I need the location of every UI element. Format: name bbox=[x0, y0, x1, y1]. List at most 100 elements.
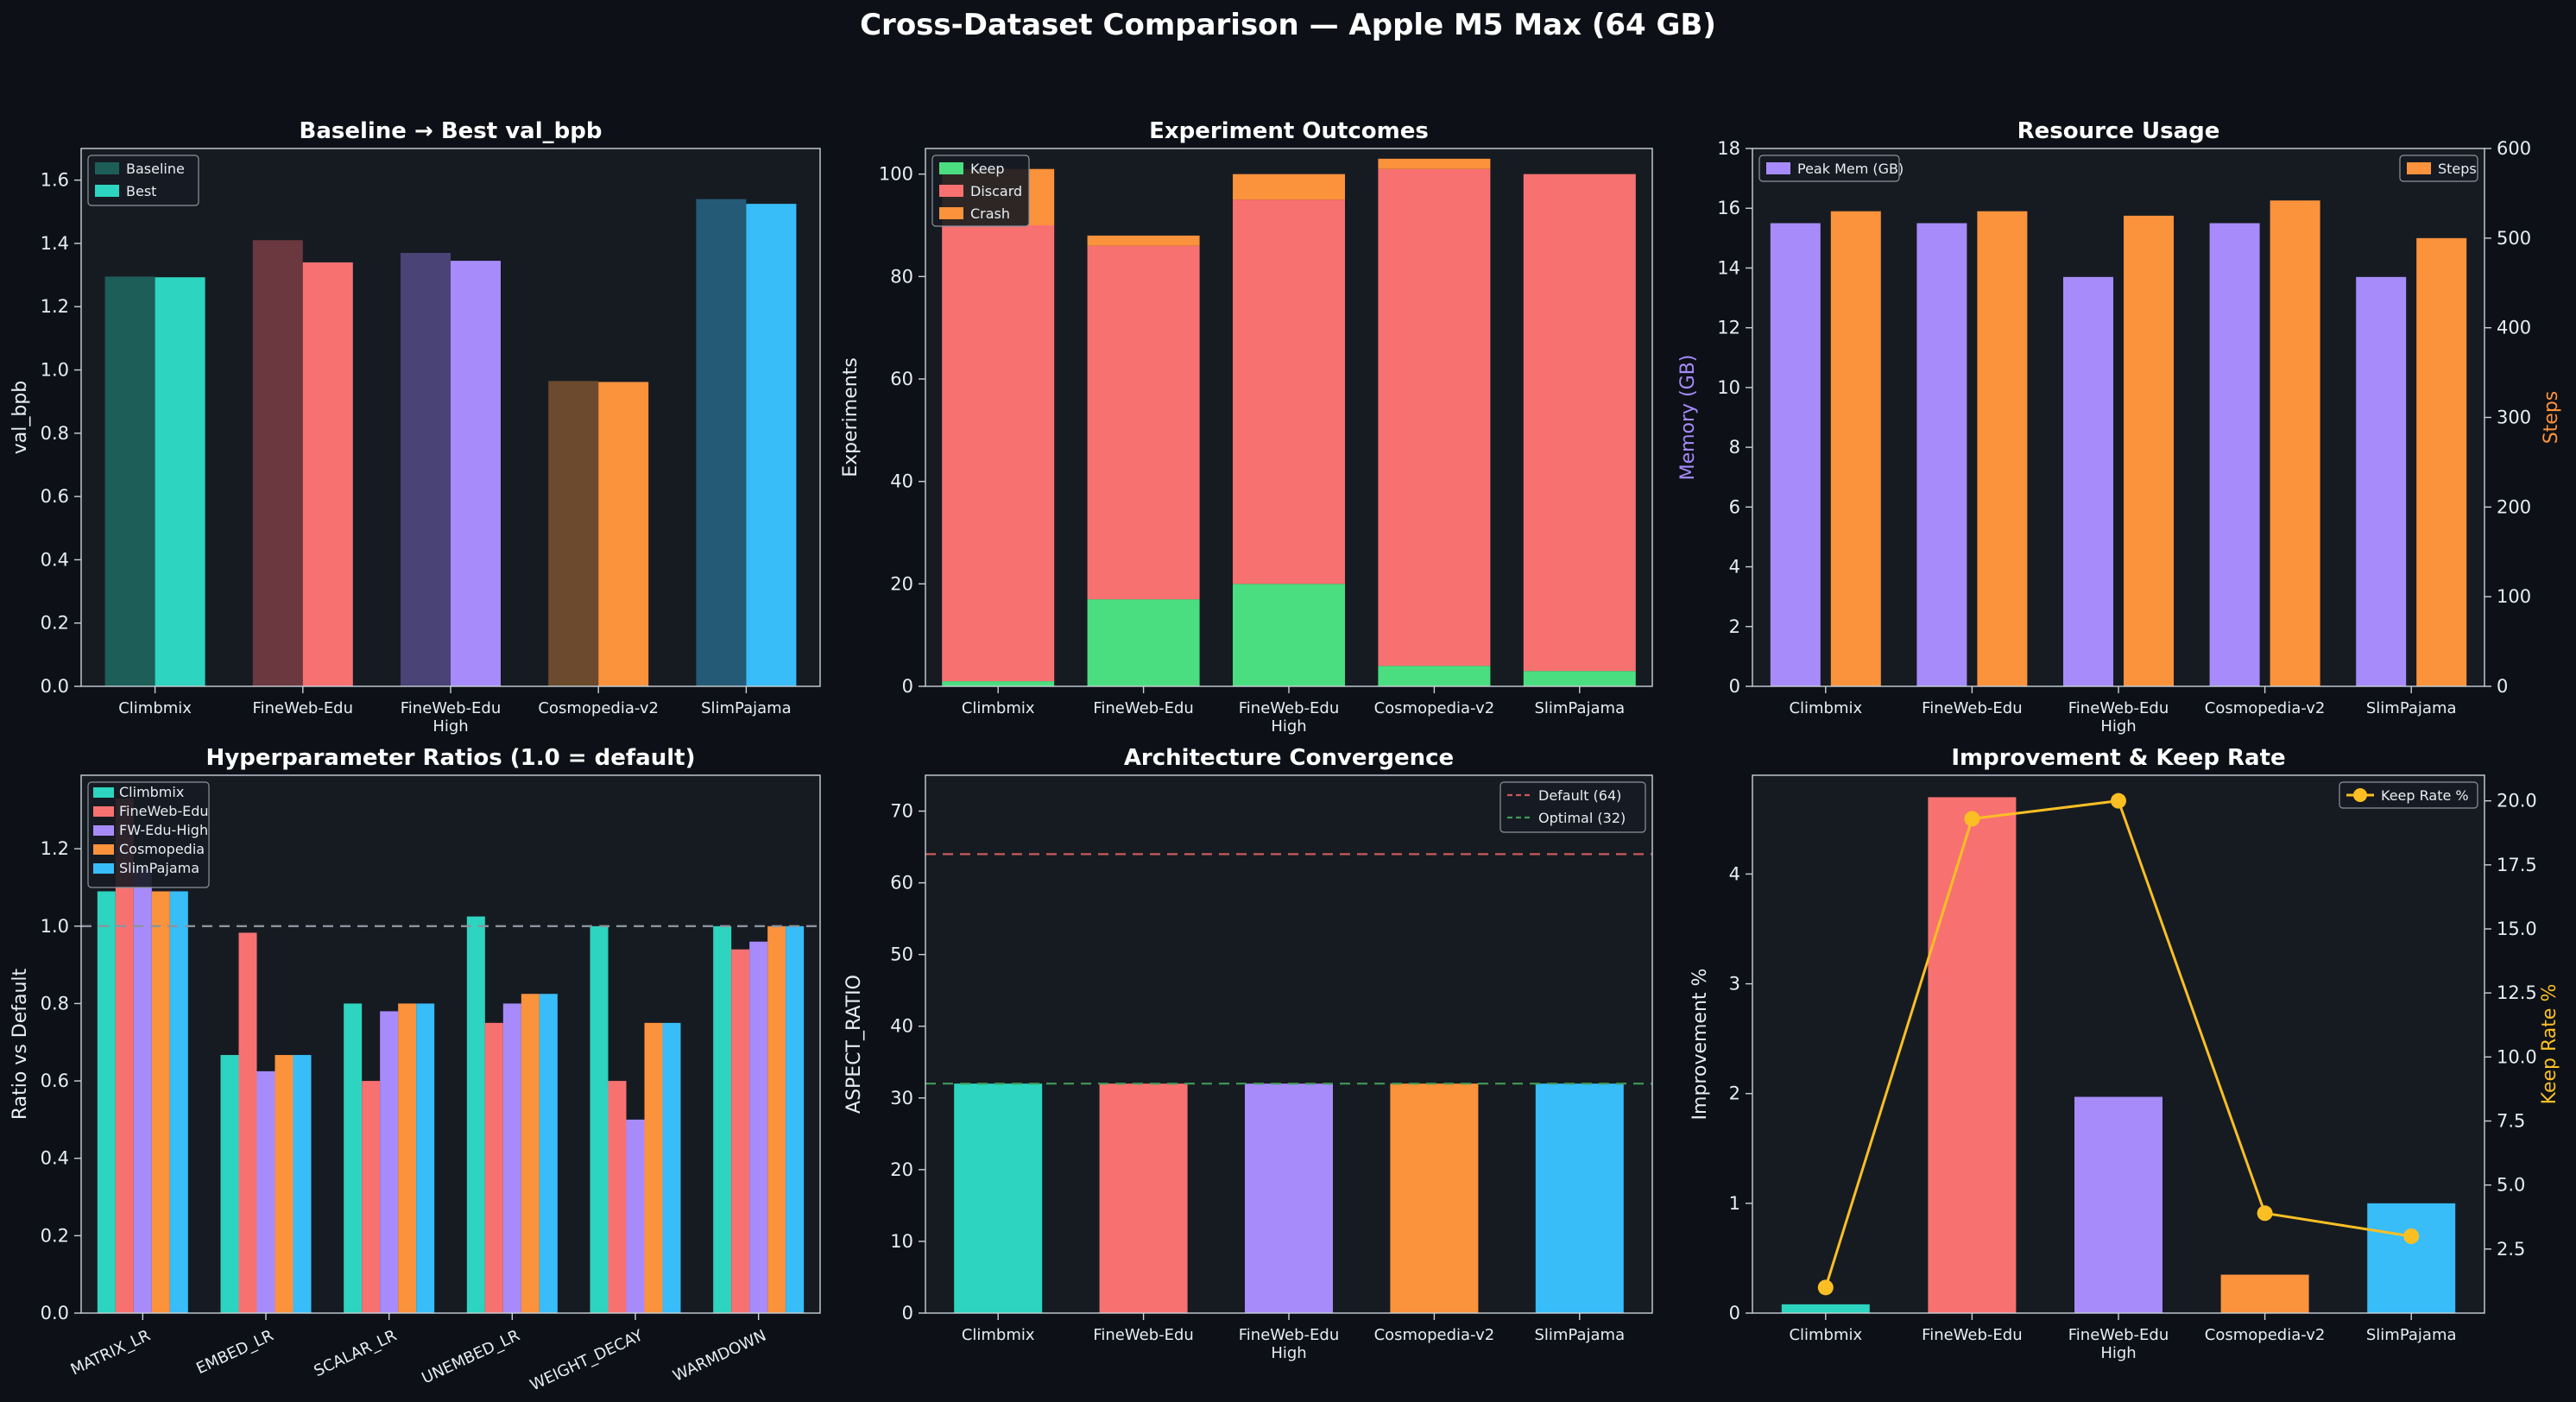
y-axis-tick-label: 40 bbox=[890, 471, 913, 492]
y-axis-left-tick-label: 2 bbox=[1729, 1083, 1740, 1104]
bar-cosmopedia bbox=[151, 891, 170, 1313]
bar-best bbox=[302, 262, 353, 686]
y-axis-label-left: Improvement % bbox=[1689, 969, 1711, 1121]
y-axis-right-tick-label: 12.5 bbox=[2497, 982, 2537, 1003]
y-axis-right-tick-label: 0 bbox=[2497, 676, 2508, 697]
y-axis-right-tick-label: 2.5 bbox=[2497, 1239, 2525, 1260]
bar-discard bbox=[1378, 168, 1491, 666]
bar-discard bbox=[1233, 199, 1345, 584]
bar-baseline bbox=[401, 252, 451, 686]
legend-label: Discard bbox=[970, 183, 1022, 199]
panel-title: Experiment Outcomes bbox=[1149, 118, 1429, 144]
bar-fineweb-edu bbox=[362, 1081, 381, 1313]
bar-aspect-ratio bbox=[1099, 1083, 1188, 1313]
x-tick-label: SlimPajama bbox=[701, 699, 792, 717]
bar-cosmopedia bbox=[767, 925, 786, 1313]
bar-fw-edu-high bbox=[256, 1070, 275, 1313]
x-tick-label: SlimPajama bbox=[1534, 699, 1625, 717]
legend-label: Keep bbox=[970, 161, 1005, 177]
bar-discard bbox=[1087, 245, 1200, 600]
y-axis-left-tick-label: 0 bbox=[1729, 1303, 1740, 1323]
bar-fineweb-edu bbox=[731, 949, 750, 1313]
panel-title: Resource Usage bbox=[2017, 118, 2220, 144]
axes-frame bbox=[1752, 148, 2485, 687]
y-axis-left-tick-label: 4 bbox=[1729, 557, 1740, 578]
bar-cosmopedia bbox=[644, 1022, 663, 1313]
y-axis-left-tick-label: 18 bbox=[1717, 138, 1740, 159]
y-axis-label: val_bpb bbox=[9, 381, 31, 455]
y-axis-tick-label: 20 bbox=[890, 573, 913, 594]
bar-aspect-ratio bbox=[1535, 1083, 1624, 1313]
bar-steps bbox=[1830, 211, 1881, 686]
bar-climbmix bbox=[220, 1055, 239, 1313]
y-axis-right-tick-label: 200 bbox=[2497, 496, 2531, 517]
y-axis-tick-label: 50 bbox=[890, 944, 913, 965]
bar-steps bbox=[2416, 237, 2467, 686]
y-axis-tick-label: 0.2 bbox=[41, 613, 69, 634]
y-axis-right-tick-label: 15.0 bbox=[2497, 919, 2537, 939]
y-axis-left-tick-label: 4 bbox=[1729, 863, 1740, 884]
y-axis-tick-label: 0.0 bbox=[41, 676, 69, 697]
y-axis-left-tick-label: 3 bbox=[1729, 974, 1740, 995]
panel-resources: Resource Usage 0 2 4 6 8 10 12 14 16 18 0 100 200 300 4… bbox=[1677, 118, 2562, 736]
y-axis-tick-label: 0 bbox=[902, 1303, 913, 1323]
bar-keep bbox=[1087, 599, 1200, 686]
keep-rate-point bbox=[1817, 1279, 1834, 1296]
panel-title: Architecture Convergence bbox=[1124, 745, 1454, 771]
y-axis-tick-label: 0.4 bbox=[41, 1148, 69, 1169]
bar-cosmopedia bbox=[398, 1003, 417, 1313]
y-axis-left-tick-label: 14 bbox=[1717, 257, 1740, 278]
y-axis-tick-label: 20 bbox=[890, 1159, 913, 1180]
y-axis-tick-label: 1.0 bbox=[41, 916, 69, 937]
bar-cosmopedia bbox=[521, 994, 540, 1313]
bar-baseline bbox=[548, 381, 599, 686]
x-tick-label: Cosmopedia-v2 bbox=[2205, 1326, 2326, 1344]
bar-fw-edu-high bbox=[749, 941, 768, 1313]
bar-keep bbox=[1233, 584, 1345, 686]
y-axis-left-tick-label: 10 bbox=[1717, 377, 1740, 398]
x-tick-label: FineWeb-Edu High bbox=[2068, 699, 2169, 736]
y-axis-tick-label: 0.6 bbox=[41, 1070, 69, 1091]
legend-label: Optimal (32) bbox=[1538, 810, 1626, 826]
y-axis-tick-label: 0.2 bbox=[41, 1225, 69, 1246]
bar-fw-edu-high bbox=[133, 868, 152, 1313]
y-axis-label: Ratio vs Default bbox=[9, 968, 31, 1120]
bar-best bbox=[451, 261, 501, 686]
y-axis-left-tick-label: 1 bbox=[1729, 1193, 1740, 1214]
y-axis-tick-label: 1.2 bbox=[41, 296, 69, 317]
keep-rate-point bbox=[2111, 793, 2126, 809]
bar-peak-mem bbox=[1916, 223, 1967, 686]
bar-improvement bbox=[2220, 1274, 2309, 1313]
legend-label: Steps bbox=[2438, 161, 2477, 177]
bar-fw-edu-high bbox=[380, 1011, 399, 1313]
legend-label: FineWeb-Edu bbox=[119, 803, 209, 819]
legend-label: Cosmopedia bbox=[119, 841, 205, 857]
legend-label: Baseline bbox=[126, 161, 185, 177]
y-axis-tick-label: 10 bbox=[890, 1231, 913, 1252]
y-axis-left-tick-label: 12 bbox=[1717, 318, 1740, 338]
bar-aspect-ratio bbox=[954, 1083, 1043, 1313]
legend-swatch bbox=[939, 185, 963, 197]
x-tick-label: Climbmix bbox=[1789, 699, 1862, 717]
legend-label: Keep Rate % bbox=[2381, 787, 2469, 804]
bar-aspect-ratio bbox=[1245, 1083, 1333, 1313]
bar-climbmix bbox=[97, 891, 116, 1313]
y-axis-right-tick-label: 20.0 bbox=[2497, 791, 2537, 812]
keep-rate-point bbox=[2257, 1205, 2273, 1222]
bar-crash bbox=[1233, 174, 1345, 200]
figure-title: Cross-Dataset Comparison — Apple M5 Max … bbox=[860, 8, 1716, 42]
bar-crash bbox=[1378, 158, 1491, 169]
y-axis-label-left: Memory (GB) bbox=[1677, 355, 1699, 481]
legend-swatch bbox=[93, 825, 114, 836]
bar-baseline bbox=[252, 240, 303, 686]
x-tick-label: Cosmopedia-v2 bbox=[1374, 1326, 1495, 1344]
bar-discard bbox=[1523, 174, 1636, 672]
legend bbox=[2339, 781, 2478, 809]
legend-swatch bbox=[95, 162, 119, 174]
legend-swatch bbox=[939, 162, 963, 174]
y-axis-tick-label: 0.8 bbox=[41, 423, 69, 444]
bar-aspect-ratio bbox=[1390, 1083, 1479, 1313]
y-axis-right-tick-label: 10.0 bbox=[2497, 1046, 2537, 1067]
axes-frame bbox=[80, 774, 821, 1314]
y-axis-label: ASPECT_RATIO bbox=[843, 975, 865, 1114]
